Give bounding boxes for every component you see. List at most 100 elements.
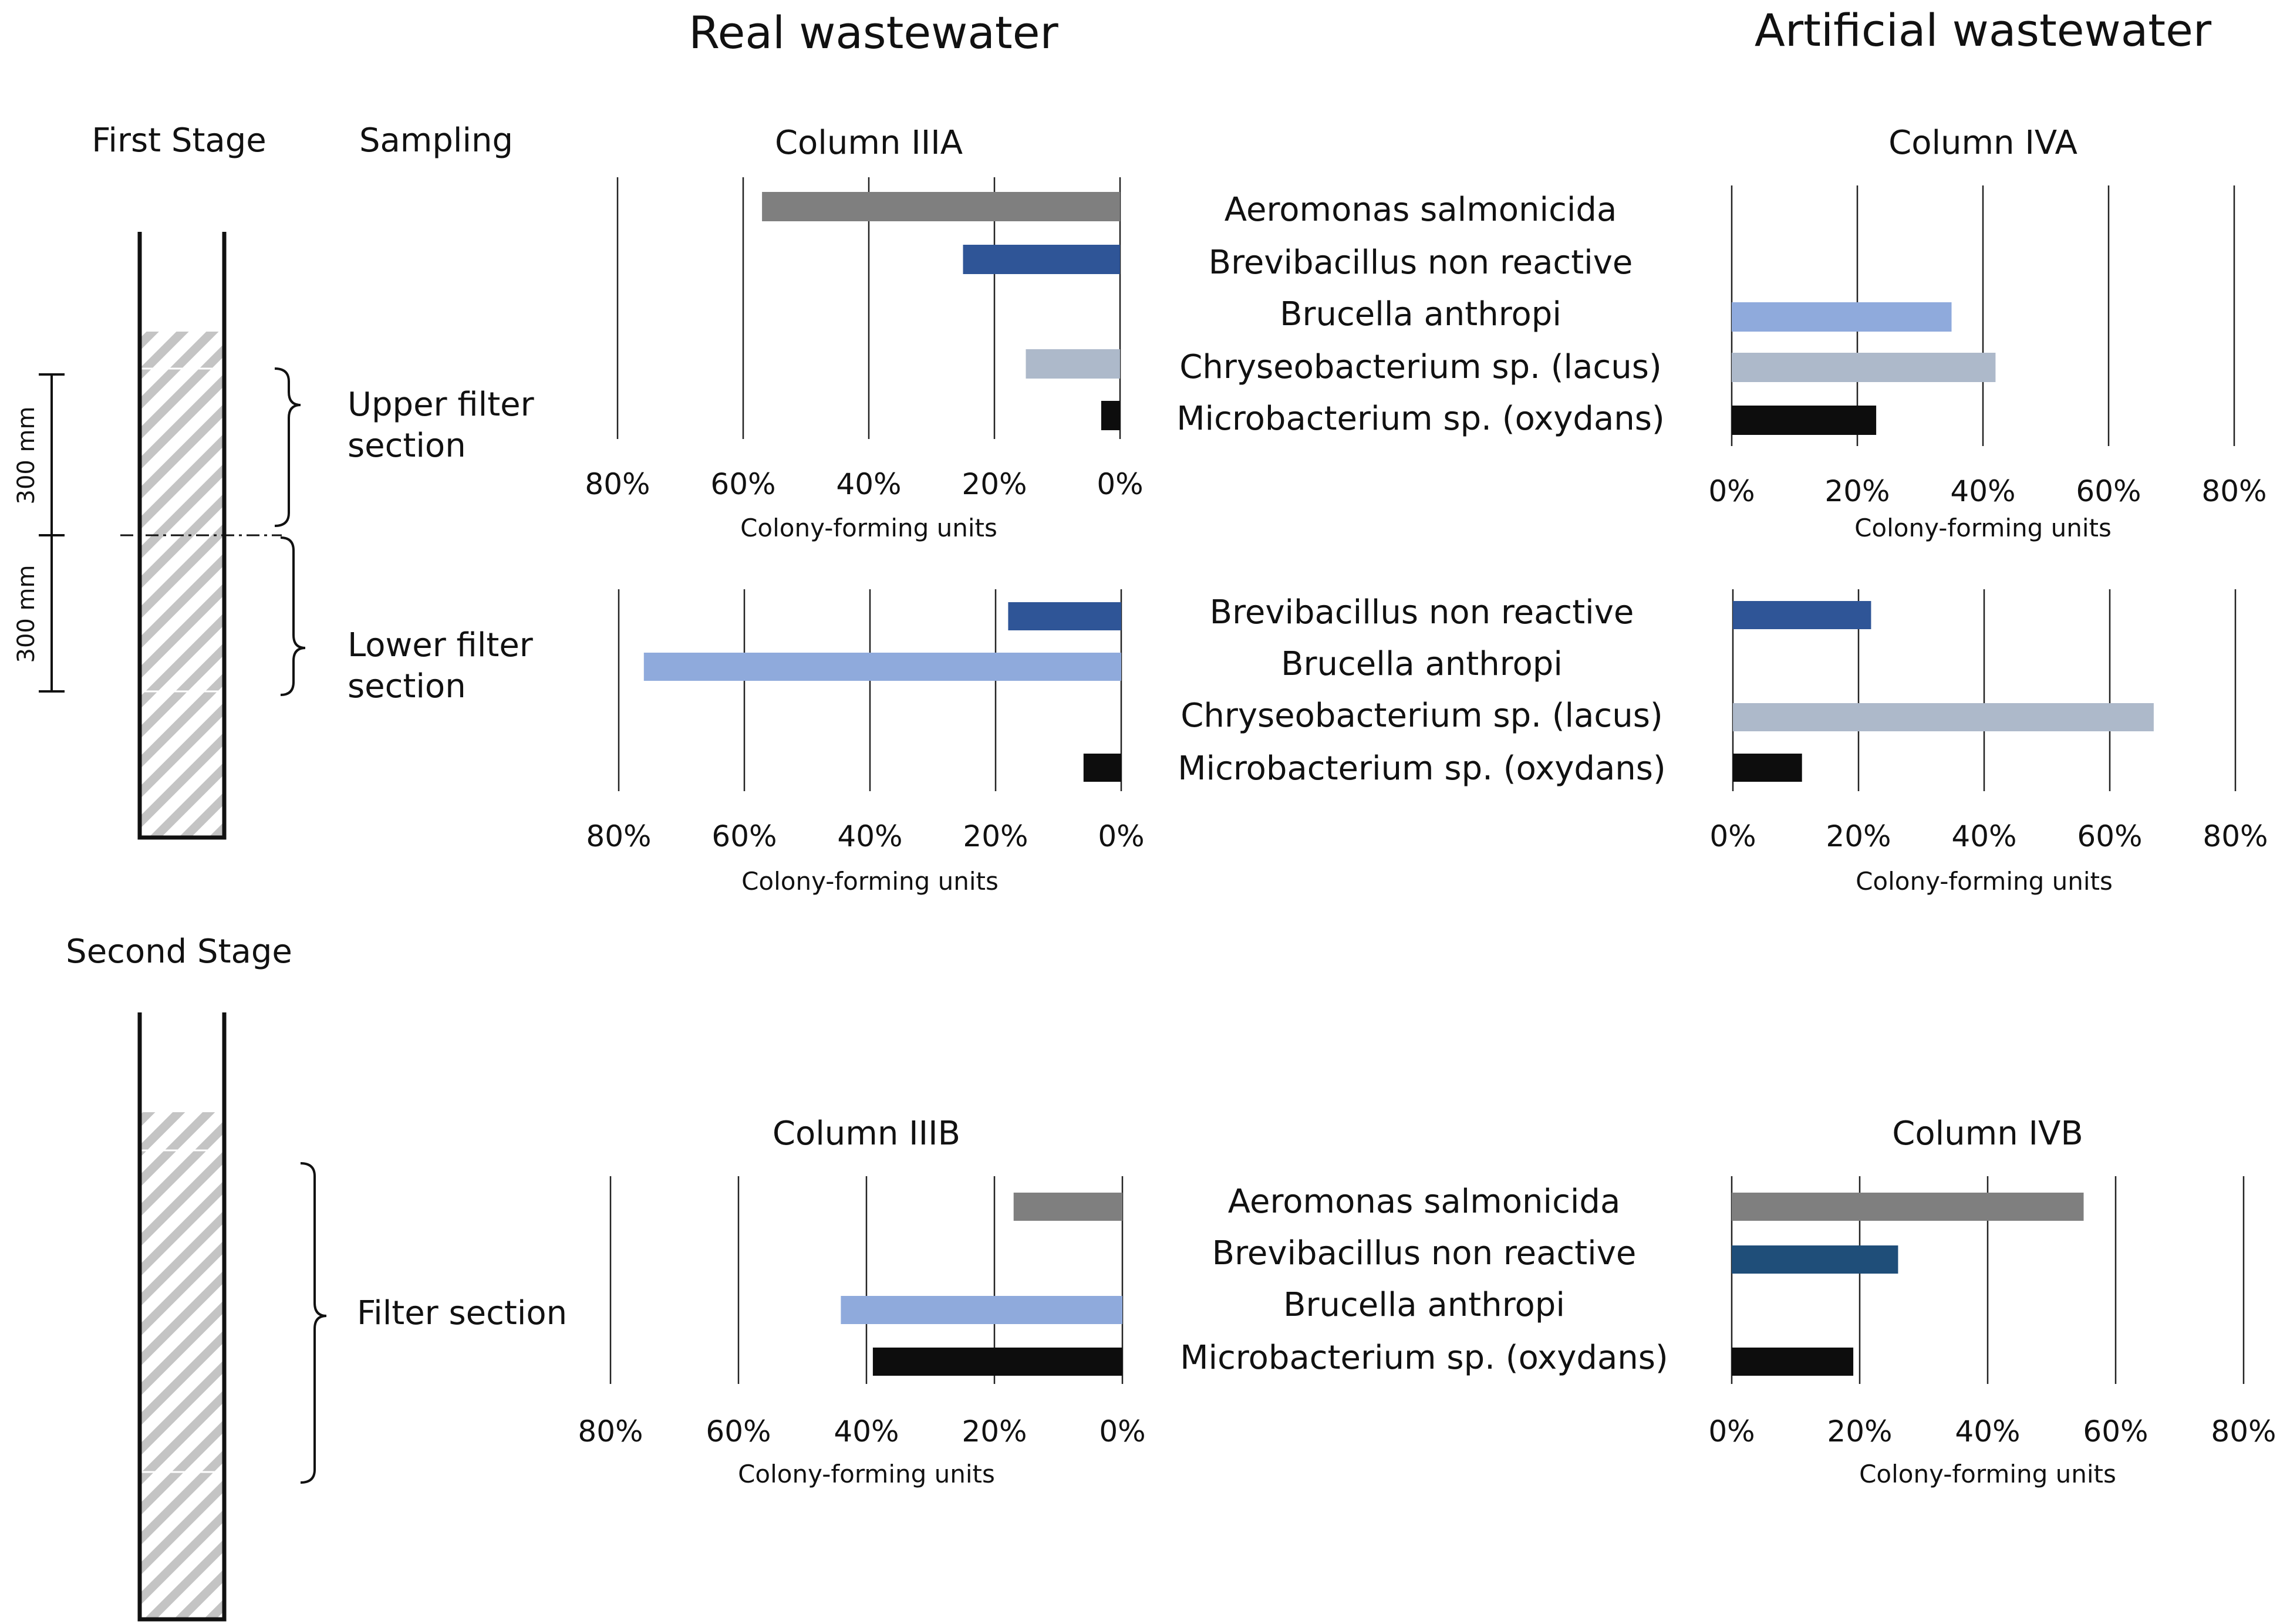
tick-label: 40%: [1951, 819, 2016, 853]
tick-label: 60%: [711, 819, 777, 853]
bar: [1732, 1193, 2084, 1221]
tick-label: 60%: [2077, 819, 2142, 853]
category-label: Brevibacillus non reactive: [1209, 244, 1633, 282]
chart-iiia: 80% 60% 40% 20% 0% Colony-forming units Column…: [585, 124, 1664, 542]
chart-iiib: 80% 60% 40% 20% 0% Colony-forming units Column…: [578, 1115, 1668, 1488]
first-stage-column: [120, 232, 282, 840]
tick-label: 60%: [706, 1414, 771, 1449]
real-wastewater-heading: Real wastewater: [689, 6, 1058, 59]
category-label: Microbacterium sp. (oxydans): [1180, 1339, 1668, 1377]
filter-section-brace: [300, 1162, 327, 1484]
tick-label: 40%: [836, 467, 901, 501]
bar: [1013, 1193, 1122, 1221]
artificial-wastewater-heading: Artificial wastewater: [1755, 4, 2212, 56]
tick-label: 80%: [2203, 819, 2268, 853]
tick-label: 80%: [586, 819, 651, 853]
bar: [1083, 754, 1121, 782]
tick-label: 0%: [1709, 819, 1756, 853]
tick-label: 20%: [1824, 474, 1890, 508]
tick-label: 0%: [1097, 467, 1143, 501]
bar: [1733, 754, 1802, 782]
chart-ivb: 0% 20% 40% 60% 80% Colony-forming units Column…: [1708, 1115, 2276, 1488]
tick-label: 40%: [837, 819, 902, 853]
tick-label: 80%: [585, 467, 650, 501]
category-label: Brucella anthropi: [1283, 1286, 1565, 1324]
x-axis-label: Colony-forming units: [741, 867, 999, 896]
bar: [1733, 601, 1871, 629]
tick-label: 60%: [710, 467, 775, 501]
chart-iiia-lower: 80% 60% 40% 20% 0% Colony-forming units Brevib…: [586, 589, 1666, 896]
second-stage-column: [137, 1012, 227, 1622]
tick-label: 0%: [1708, 1414, 1755, 1449]
upper-filter-label: Upper filter section: [348, 386, 544, 465]
lower-filter-line-1: Lower filter: [348, 626, 534, 664]
filter-section-label: Filter section: [357, 1294, 567, 1332]
bar: [1008, 602, 1121, 630]
bar: [643, 653, 1121, 681]
upper-filter-line-2: section: [348, 427, 466, 465]
second-stage-fill: [141, 1112, 223, 1618]
category-label: Microbacterium sp. (oxydans): [1178, 749, 1666, 788]
bar: [1101, 401, 1120, 430]
upper-filter-brace: [274, 367, 301, 527]
tick-label: 60%: [2076, 474, 2141, 508]
upper-dimension-label: 300 mm: [13, 407, 40, 505]
tick-label: 40%: [1950, 474, 2015, 508]
category-label: Microbacterium sp. (oxydans): [1176, 400, 1665, 438]
first-stage-fill: [141, 332, 223, 836]
category-label: Brucella anthropi: [1280, 295, 1561, 333]
second-stage-column-outline: [137, 1012, 227, 1622]
chart-title: Column IVA: [1888, 124, 2077, 162]
upper-filter-line-1: Upper filter: [348, 386, 535, 424]
tick-label: 0%: [1708, 474, 1755, 508]
bar: [1732, 406, 1877, 435]
lower-filter-brace: [280, 536, 306, 696]
category-label: Chryseobacterium sp. (lacus): [1179, 348, 1662, 386]
tick-label: 80%: [578, 1414, 643, 1449]
tick-label: 80%: [2211, 1414, 2276, 1449]
bar: [872, 1348, 1122, 1376]
category-label: Brevibacillus non reactive: [1210, 593, 1634, 632]
tick-label: 40%: [1955, 1414, 2020, 1449]
tick-label: 40%: [834, 1414, 899, 1449]
bar: [1732, 353, 1996, 382]
second-stage-label: Second Stage: [66, 933, 292, 971]
tick-label: 60%: [2083, 1414, 2148, 1449]
tick-label: 20%: [962, 1414, 1027, 1449]
bar: [1732, 1245, 1898, 1274]
x-axis-label: Colony-forming units: [1856, 867, 2113, 896]
first-stage-label: First Stage: [92, 121, 266, 160]
lower-dimension-label: 300 mm: [13, 565, 40, 663]
chart-title: Column IVB: [1892, 1115, 2083, 1153]
bar: [963, 245, 1120, 274]
bar: [1026, 349, 1120, 379]
bar: [1733, 703, 2154, 731]
x-axis-label: Colony-forming units: [1859, 1460, 2116, 1488]
tick-label: 20%: [963, 819, 1028, 853]
tick-label: 20%: [962, 467, 1027, 501]
x-axis-label: Colony-forming units: [740, 514, 997, 542]
tick-label: 0%: [1098, 819, 1144, 853]
bar: [841, 1296, 1122, 1324]
bar: [762, 192, 1120, 221]
category-label: Brevibacillus non reactive: [1212, 1234, 1637, 1272]
tick-label: 80%: [2201, 474, 2266, 508]
dimension-markers: 300 mm 300 mm: [13, 373, 65, 693]
chart-iva-lower: 0% 20% 40% 60% 80% Colony-forming units: [1709, 589, 2268, 896]
lower-filter-line-2: section: [348, 667, 466, 705]
charts-layer: 80% 60% 40% 20% 0% Colony-forming units Column…: [578, 124, 2276, 1488]
tick-label: 20%: [1826, 819, 1891, 853]
tick-label: 20%: [1827, 1414, 1892, 1449]
chart-title: Column IIIA: [775, 124, 963, 162]
tick-label: 0%: [1099, 1414, 1145, 1449]
x-axis-label: Colony-forming units: [1854, 514, 2112, 542]
bar: [1732, 1348, 1854, 1376]
lower-filter-label: Lower filter section: [348, 626, 544, 705]
x-axis-label: Colony-forming units: [738, 1460, 995, 1488]
bar: [1732, 302, 1952, 332]
category-label: Brucella anthropi: [1281, 645, 1563, 683]
category-label: Aeromonas salmonicida: [1228, 1183, 1621, 1221]
sampling-label: Sampling: [359, 121, 513, 160]
chart-iva: 0% 20% 40% 60% 80% Colony-forming units Column…: [1708, 124, 2266, 542]
